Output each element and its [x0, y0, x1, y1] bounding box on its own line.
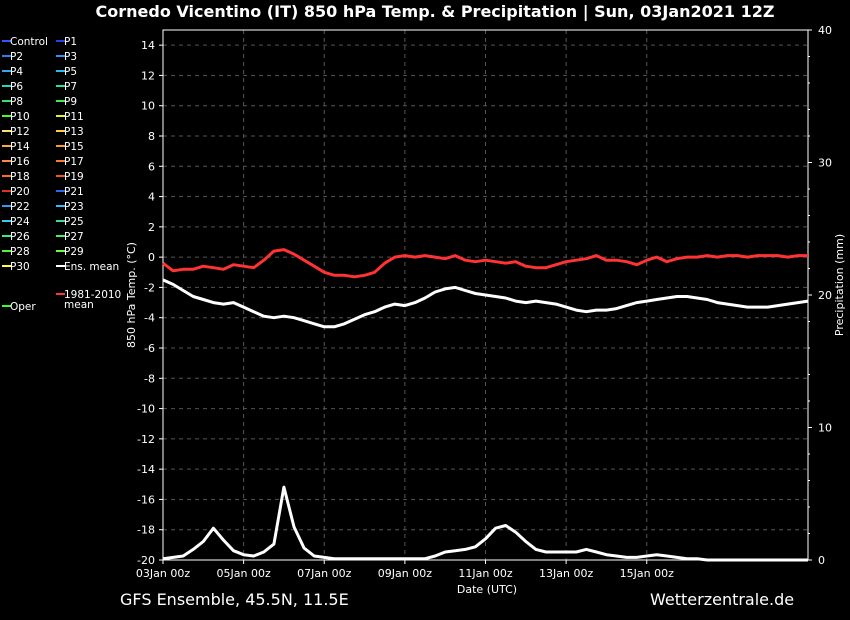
legend-label: P8 — [10, 96, 23, 108]
legend-label: P16 — [10, 156, 30, 168]
y-tick-label: 8 — [148, 130, 155, 143]
ens-mean-temp-line — [162, 278, 809, 329]
legend-label: Oper — [10, 301, 36, 313]
y-tick-label: 0 — [148, 251, 155, 264]
y-tick-label: -8 — [144, 372, 155, 385]
legend-label: P26 — [10, 231, 30, 243]
y2-tick-label: 40 — [818, 24, 832, 37]
y2-tick-label: 30 — [818, 157, 832, 170]
y-tick-label: -2 — [144, 281, 155, 294]
y2-tick-label: 20 — [818, 289, 832, 302]
legend-label: P30 — [10, 261, 30, 273]
legend-label: Ens. mean — [64, 261, 119, 273]
legend-label: P29 — [64, 246, 84, 258]
legend-label: P14 — [10, 141, 30, 153]
x-tick-label: 13Jan 00z — [539, 567, 593, 580]
x-tick-label: 05Jan 00z — [217, 567, 271, 580]
y-tick-label: -14 — [137, 463, 155, 476]
legend-label: mean — [64, 299, 94, 311]
y-tick-label: 4 — [148, 191, 155, 204]
legend-label: P25 — [64, 216, 84, 228]
legend-label: P27 — [64, 231, 84, 243]
legend-label: P13 — [64, 126, 84, 138]
legend-label: P2 — [10, 51, 23, 63]
y-tick-label: 14 — [141, 39, 155, 52]
y-axis-label: 850 hPa Temp. (°C) — [125, 242, 138, 348]
legend-label: P20 — [10, 186, 30, 198]
source-credit: Wetterzentrale.de — [650, 590, 795, 609]
legend-label: P9 — [64, 96, 77, 108]
y-tick-label: -4 — [144, 312, 155, 325]
legend-label: P21 — [64, 186, 84, 198]
legend-label: P15 — [64, 141, 84, 153]
legend-label: P18 — [10, 171, 30, 183]
legend-label: P23 — [64, 201, 84, 213]
y-tick-label: -12 — [137, 433, 155, 446]
y2-tick-label: 0 — [818, 554, 825, 567]
y-tick-label: 2 — [148, 221, 155, 234]
legend-label: P11 — [64, 111, 84, 123]
y-tick-label: 10 — [141, 100, 155, 113]
y2-tick-label: 10 — [818, 422, 832, 435]
y-tick-label: -10 — [137, 403, 155, 416]
legend-label: P28 — [10, 246, 30, 258]
legend-label: P22 — [10, 201, 30, 213]
y-tick-label: 12 — [141, 69, 155, 82]
legend-label: P17 — [64, 156, 84, 168]
legend-label: P1 — [64, 36, 77, 48]
legend-label: P7 — [64, 81, 77, 93]
ens-mean-precip-line — [162, 485, 808, 562]
legend-label: P24 — [10, 216, 30, 228]
y2-axis-label: Precipitation (mm) — [833, 234, 846, 336]
x-tick-label: 09Jan 00z — [378, 567, 432, 580]
x-tick-label: 07Jan 00z — [297, 567, 351, 580]
legend-label: 1981-2010 — [64, 289, 121, 301]
legend-label: P6 — [10, 81, 23, 93]
climate-mean-line — [162, 248, 808, 279]
y-tick-label: 6 — [148, 160, 155, 173]
chart-title: Cornedo Vicentino (IT) 850 hPa Temp. & P… — [95, 2, 775, 21]
x-tick-label: 15Jan 00z — [620, 567, 674, 580]
y-tick-label: -18 — [137, 524, 155, 537]
y-tick-label: -6 — [144, 342, 155, 355]
legend-label: P5 — [64, 66, 77, 78]
x-tick-label: 03Jan 00z — [136, 567, 190, 580]
legend-label: P12 — [10, 126, 30, 138]
model-info: GFS Ensemble, 45.5N, 11.5E — [120, 590, 349, 609]
y-tick-label: -20 — [137, 554, 155, 567]
y-tick-label: -16 — [137, 493, 155, 506]
legend-label: P19 — [64, 171, 84, 183]
legend-label: P3 — [64, 51, 77, 63]
legend-label: P4 — [10, 66, 23, 78]
x-axis-label: Date (UTC) — [457, 583, 517, 596]
legend-label: P10 — [10, 111, 30, 123]
x-tick-label: 11Jan 00z — [458, 567, 512, 580]
legend-label: Control — [10, 36, 48, 48]
